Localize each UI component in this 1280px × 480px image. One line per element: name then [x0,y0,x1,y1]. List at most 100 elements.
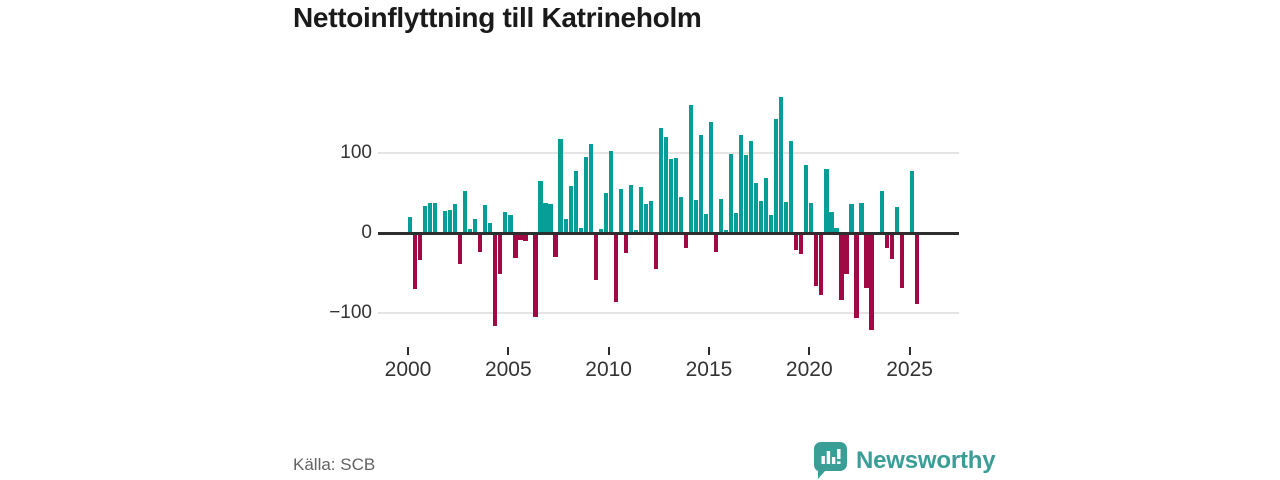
newsworthy-wordmark: Newsworthy [856,446,996,474]
bar-2008Q3 [578,228,583,233]
x-tick-mark [407,347,409,355]
x-tick-label: 2005 [484,358,532,381]
bar-2000Q1 [408,217,413,233]
bar-2017Q3 [759,201,764,233]
y-tick-label: 100 [340,142,372,163]
bar-2002Q3 [458,234,463,265]
bar-2015Q1 [708,121,714,233]
bar-2008Q2 [573,170,578,233]
bar-2005Q3 [518,234,523,240]
bar-2023Q1 [869,234,874,330]
newsworthy-logo-icon [814,442,847,479]
bar-2013Q4 [683,234,689,248]
bar-2022Q2 [854,234,859,318]
bar-2003Q4 [483,205,488,233]
bar-2002Q2 [453,204,458,233]
bar-2003Q2 [473,219,478,233]
bar-2014Q4 [703,213,709,233]
bar-2016Q2 [734,213,739,233]
bar-2003Q3 [478,234,483,253]
bar-2020Q4 [824,169,829,233]
bar-2021Q1 [829,212,834,233]
bar-2002Q4 [463,191,468,233]
bar-2008Q4 [583,157,588,233]
bar-2022Q4 [864,234,869,288]
bar-2022Q1 [849,204,854,233]
bar-2010Q1 [608,151,613,233]
bar-2003Q1 [468,229,473,233]
bar-2017Q4 [764,177,769,233]
bar-2000Q2 [413,234,418,290]
bar-2005Q2 [513,234,518,258]
bar-2008Q1 [568,185,573,233]
bar-2011Q4 [643,204,648,233]
newsworthy-logo: Newsworthy [814,442,996,479]
speech-bubble-shape [814,442,847,479]
bar-2009Q3 [598,229,603,233]
bar-2024Q3 [899,234,904,288]
bar-2005Q4 [523,234,528,242]
bar-2006Q4 [543,202,548,233]
bar-2006Q3 [538,181,543,233]
source-note: Källa: SCB [293,455,376,474]
bar-2004Q4 [503,212,508,233]
bar-2009Q4 [603,193,608,233]
zero-axis-line [378,232,959,235]
bar-2016Q3 [739,135,744,233]
bar-2019Q1 [789,141,794,233]
gridline [378,312,959,314]
bar-2001Q4 [443,210,448,233]
y-tick-label: 0 [361,222,372,243]
bar-2015Q3 [718,199,724,233]
bar-2007Q2 [553,234,558,258]
bar-2020Q2 [814,234,819,286]
y-tick-label: −100 [329,302,372,323]
x-tick-label: 2010 [585,358,632,381]
bar-2009Q1 [588,144,593,233]
gridline [378,152,959,154]
bar-2005Q1 [508,215,513,233]
bar-2016Q4 [744,155,749,233]
x-tick-label: 2020 [785,358,833,381]
bar-2025Q2 [914,234,919,304]
bar-2000Q4 [423,205,428,233]
bar-2012Q1 [648,201,653,233]
bar-2014Q2 [693,200,699,233]
bar-2013Q2 [673,157,679,233]
bar-2017Q2 [754,183,759,233]
bar-2021Q3 [839,234,844,300]
x-tick-mark [507,347,510,355]
x-tick-mark [707,347,710,355]
bar-2025Q1 [909,171,914,233]
bar-2020Q1 [809,202,814,233]
bar-2023Q3 [879,191,884,233]
bar-2011Q2 [633,229,638,233]
bar-2018Q2 [774,118,779,233]
bar-2019Q2 [794,234,799,250]
bar-2019Q4 [804,165,809,233]
bar-2009Q2 [593,234,598,280]
bar-2014Q1 [688,105,694,233]
bar-2018Q1 [769,214,774,233]
bar-2016Q1 [729,153,734,233]
bar-2012Q4 [663,137,668,233]
bar-2013Q1 [668,159,674,233]
bar-2012Q2 [653,234,658,270]
bar-2024Q2 [894,206,899,233]
bar-2004Q2 [493,234,498,326]
bar-2001Q2 [433,202,438,233]
x-tick-mark [908,347,911,355]
bar-2010Q4 [623,234,628,254]
bar-2017Q1 [749,141,754,233]
x-tick-label: 2025 [886,358,933,381]
bar-2021Q2 [834,228,839,233]
x-tick-label: 2015 [685,358,733,381]
bar-2015Q2 [713,234,719,252]
bar-2004Q1 [488,222,493,233]
x-tick-mark [808,347,811,355]
bar-2023Q4 [884,234,889,248]
bar-2020Q3 [819,234,824,295]
bar-2013Q3 [678,197,684,233]
bar-2021Q4 [844,234,849,274]
